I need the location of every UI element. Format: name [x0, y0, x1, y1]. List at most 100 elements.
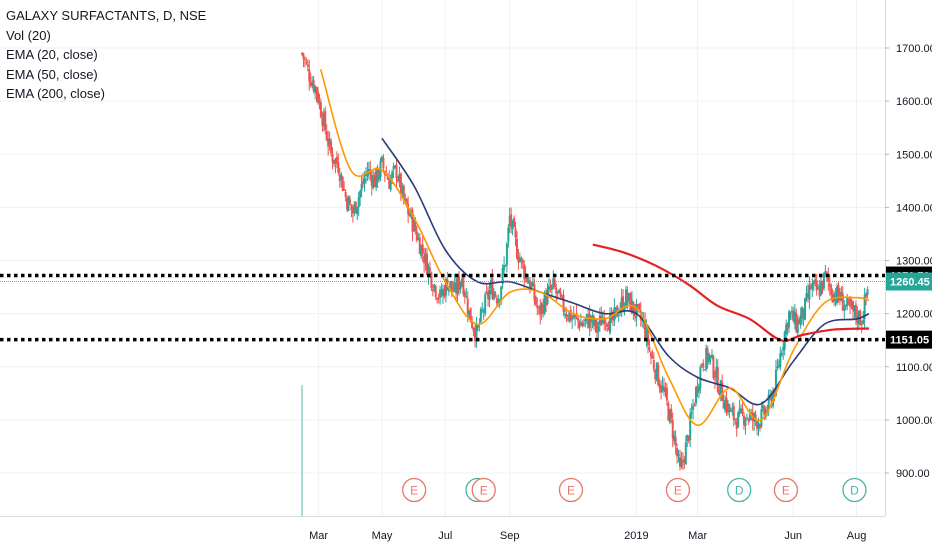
candle-up: [398, 174, 401, 181]
candle-up: [690, 412, 693, 414]
candle-up: [822, 272, 825, 289]
candle-up: [404, 198, 407, 200]
candle-up: [812, 281, 815, 285]
candle-down: [741, 408, 744, 414]
candle-down: [670, 408, 673, 419]
candle-down: [718, 390, 721, 395]
candle-up: [585, 314, 588, 319]
candle-up: [796, 319, 799, 333]
candle-down: [852, 301, 855, 311]
candle-down: [436, 297, 439, 300]
candle-down: [350, 204, 353, 210]
candle-up: [456, 278, 459, 294]
last-price-label: 1260.45: [890, 277, 930, 289]
x-tick-label: Sep: [500, 530, 520, 542]
candle-down: [330, 141, 333, 154]
candle-down: [301, 52, 303, 54]
candle-down: [306, 64, 309, 67]
candle-up: [558, 289, 561, 294]
candle-down: [660, 385, 663, 393]
candle-down: [802, 308, 805, 319]
legend-ema200: EMA (200, close): [6, 86, 105, 102]
candle-down: [431, 289, 434, 292]
candle-down: [331, 153, 334, 163]
candle-up: [540, 303, 543, 313]
candle-down: [792, 310, 795, 322]
candle-up: [334, 158, 337, 164]
candle-up: [550, 284, 553, 290]
candle-up: [420, 245, 423, 257]
candle-up: [655, 363, 658, 381]
candle-down: [536, 304, 539, 309]
candle-down: [658, 383, 661, 389]
candle-down: [450, 280, 453, 290]
candle-up: [620, 297, 623, 309]
y-tick-label: 1100.00: [896, 362, 932, 374]
candle-up: [490, 279, 492, 289]
candle-down: [742, 415, 745, 425]
candle-up: [598, 315, 601, 325]
candle-down: [577, 317, 580, 321]
candle-up: [359, 190, 362, 198]
candle-down: [491, 278, 494, 299]
candle-up: [692, 405, 695, 411]
candle-down: [651, 355, 654, 359]
candle-up: [808, 285, 811, 300]
candle-up: [805, 293, 808, 299]
candle-up: [635, 303, 638, 319]
candle-down: [327, 138, 330, 147]
event-label: E: [674, 484, 682, 498]
candle-up: [439, 289, 442, 298]
candle-up: [664, 389, 667, 393]
candle-down: [818, 288, 821, 297]
candle-down: [696, 386, 699, 393]
candle-down: [676, 447, 679, 457]
candle-up: [459, 282, 462, 290]
candle-up: [392, 166, 395, 170]
candle-down: [626, 292, 629, 302]
candle-down: [437, 297, 440, 299]
candle-down: [539, 305, 542, 316]
candle-up: [708, 353, 711, 362]
candle-up: [767, 394, 770, 411]
candle-down: [652, 360, 655, 370]
candle-up: [627, 293, 630, 301]
candle-down: [838, 295, 841, 301]
candle-down: [423, 256, 426, 264]
ema50-line: [381, 137, 870, 406]
candle-down: [555, 288, 558, 294]
candle-down: [521, 260, 524, 264]
event-label: E: [782, 484, 790, 498]
candle-up: [801, 306, 804, 318]
ema200-line: [592, 243, 870, 342]
candle-down: [529, 280, 532, 290]
candle-up: [785, 324, 788, 335]
legend-volume: Vol (20): [6, 27, 51, 43]
event-label: D: [735, 484, 744, 498]
candle-down: [758, 424, 761, 428]
candle-up: [417, 237, 420, 240]
candle-up: [774, 369, 777, 396]
candle-up: [594, 319, 597, 326]
y-tick-label: 1200.00: [896, 309, 932, 321]
candle-down: [683, 459, 686, 463]
candle-down: [452, 288, 455, 292]
candle-down: [865, 293, 868, 297]
candle-down: [632, 301, 635, 314]
candle-up: [788, 311, 791, 328]
candle-down: [663, 387, 666, 392]
candle-down: [418, 237, 421, 255]
candle-up: [609, 313, 612, 333]
candle-up: [840, 291, 843, 301]
candle-down: [515, 238, 518, 259]
candle-up: [684, 442, 687, 465]
earnings-marker: [558, 477, 584, 503]
candle-down: [376, 167, 379, 182]
candle-down: [462, 276, 465, 295]
candle-up: [375, 167, 378, 188]
candle-down: [388, 178, 391, 189]
candle-down: [305, 62, 308, 64]
candle-down: [344, 191, 347, 197]
candle-down: [770, 395, 773, 405]
